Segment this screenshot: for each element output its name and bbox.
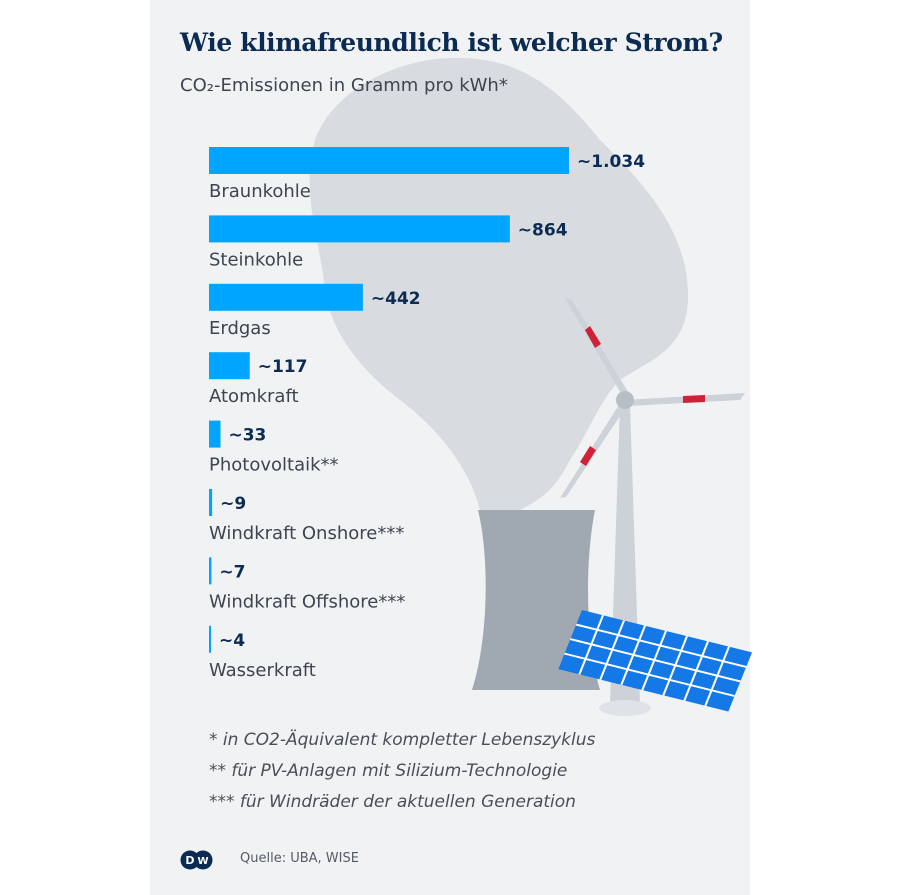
svg-text:W: W <box>197 856 208 867</box>
turbine-blades <box>560 298 745 498</box>
data-label: ~9 <box>220 494 246 514</box>
bar <box>209 147 569 174</box>
bar <box>209 215 510 243</box>
category-label: Atomkraft <box>209 386 299 407</box>
footnote-1: * in CO2-Äquivalent kompletter Lebenszyk… <box>209 730 596 750</box>
bar <box>209 420 221 448</box>
data-label: ~864 <box>518 220 568 240</box>
smoke-cloud <box>309 57 689 511</box>
source-note: Quelle: UBA, WISE <box>240 851 359 866</box>
category-label: Photovoltaik** <box>209 455 339 476</box>
data-label: ~4 <box>219 631 245 651</box>
data-label: ~117 <box>258 357 308 377</box>
category-label: Windkraft Onshore*** <box>209 523 404 544</box>
category-label: Windkraft Offshore*** <box>209 591 405 612</box>
solar-panel <box>558 609 752 712</box>
footnote-3: *** für Windräder der aktuellen Generati… <box>209 792 576 812</box>
category-label: Braunkohle <box>209 181 311 202</box>
data-label: ~33 <box>228 426 266 446</box>
category-label: Steinkohle <box>209 249 303 270</box>
bar <box>209 283 363 311</box>
footnote-2: ** für PV-Anlagen mit Silizium-Technolog… <box>209 761 568 781</box>
bar-chart: ~1.034 Braunkohle ~864 Steinkohle ~442 Erdgas… <box>209 147 645 681</box>
bar <box>209 557 212 585</box>
category-label: Wasserkraft <box>209 660 316 681</box>
chart-subtitle: CO₂-Emissionen in Gramm pro kWh* <box>180 75 508 96</box>
bar <box>209 625 211 653</box>
turbine-base <box>599 700 651 716</box>
bar <box>209 352 250 380</box>
svg-text:D: D <box>185 854 194 867</box>
data-label: ~1.034 <box>577 152 645 172</box>
bar <box>209 489 213 516</box>
dw-logo: D W <box>180 850 213 870</box>
data-label: ~442 <box>371 289 421 309</box>
category-label: Erdgas <box>209 318 271 339</box>
chart-title: Wie klimafreundlich ist welcher Strom? <box>180 28 723 57</box>
data-label: ~7 <box>219 562 245 582</box>
